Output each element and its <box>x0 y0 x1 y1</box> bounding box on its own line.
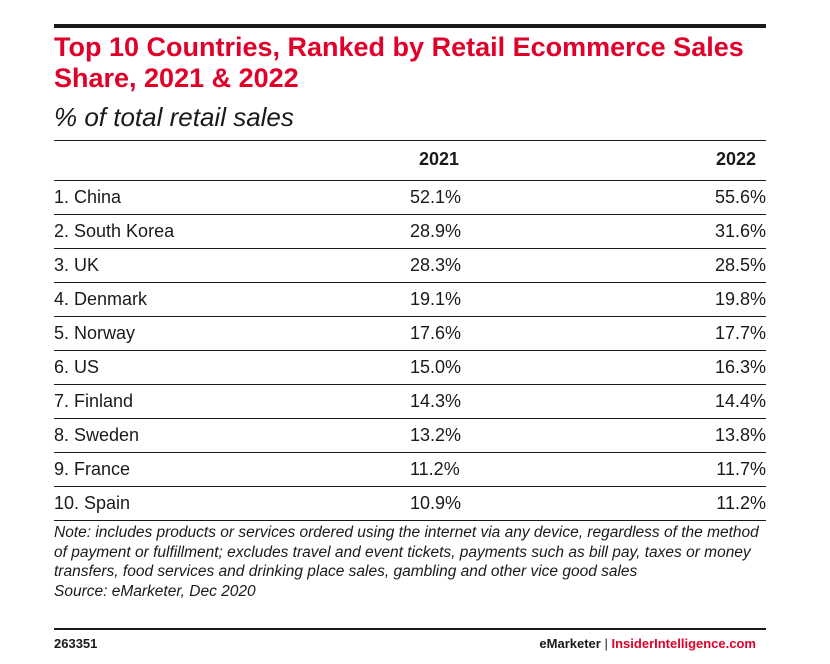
country-cell: 1. China <box>54 187 122 207</box>
value-2021-cell: 52.1% <box>410 187 462 207</box>
country-cell: 6. US <box>54 357 100 377</box>
value-2022-cell: 17.7% <box>714 323 766 343</box>
value-2022-cell: 19.8% <box>714 289 766 309</box>
brand-insider-link[interactable]: InsiderIntelligence.com <box>611 636 757 651</box>
brand-separator: | <box>604 636 608 651</box>
country-cell: 10. Spain <box>54 493 131 513</box>
table-row: 3. UK 28.3% 28.5% <box>54 248 766 282</box>
country-cell: 9. France <box>54 459 131 479</box>
country-cell: 8. Sweden <box>54 425 140 445</box>
value-2022-cell: 13.8% <box>714 425 766 445</box>
value-2021-cell: 14.3% <box>410 391 462 411</box>
note-text: Note: includes products or services orde… <box>54 524 759 580</box>
value-2021-cell: 17.6% <box>410 323 462 343</box>
table-row: 1. China 52.1% 55.6% <box>54 180 766 214</box>
table-row: 5. Norway 17.6% 17.7% <box>54 316 766 350</box>
table-row: 8. Sweden 13.2% 13.8% <box>54 418 766 452</box>
value-2022-cell: 28.5% <box>714 255 766 275</box>
table-row: 10. Spain 10.9% 11.2% <box>54 486 766 520</box>
table-row: 9. France 11.2% 11.7% <box>54 452 766 486</box>
value-2022-cell: 55.6% <box>714 187 766 207</box>
footer-brand: eMarketer | InsiderIntelligence.com <box>539 636 756 652</box>
value-2021-cell: 11.2% <box>410 459 460 479</box>
table-body: 1. China 52.1% 55.6% 2. South Korea 28.9% 31.… <box>54 180 766 520</box>
table-bottom-rule <box>54 520 766 521</box>
value-2021-cell: 10.9% <box>410 493 462 513</box>
column-header-2021: 2021 <box>419 149 460 169</box>
chart-subtitle: % of total retail sales <box>54 102 294 132</box>
table-row: 4. Denmark 19.1% 19.8% <box>54 282 766 316</box>
country-cell: 5. Norway <box>54 323 136 343</box>
table-row: 2. South Korea 28.9% 31.6% <box>54 214 766 248</box>
footer-rule <box>54 628 766 630</box>
value-2022-cell: 11.7% <box>716 459 766 479</box>
value-2021-cell: 19.1% <box>410 289 462 309</box>
value-2022-cell: 11.2% <box>716 493 766 513</box>
column-header-2022: 2022 <box>715 149 756 169</box>
brand-emarketer: eMarketer <box>539 636 601 651</box>
chart-frame: Top 10 Countries, Ranked by Retail Ecomm… <box>54 0 766 664</box>
value-2021-cell: 28.3% <box>410 255 462 275</box>
value-2021-cell: 28.9% <box>410 221 462 241</box>
value-2022-cell: 16.3% <box>714 357 766 377</box>
country-cell: 3. UK <box>54 255 100 275</box>
country-cell: 2. South Korea <box>54 221 175 241</box>
chart-id: 263351 <box>54 636 98 651</box>
value-2021-cell: 15.0% <box>410 357 462 377</box>
value-2022-cell: 31.6% <box>714 221 766 241</box>
value-2021-cell: 13.2% <box>410 425 462 445</box>
chart-title: Top 10 Countries, Ranked by Retail Ecomm… <box>54 32 744 93</box>
note-block: Note: includes products or services orde… <box>54 523 766 601</box>
top-rule <box>54 24 766 28</box>
country-cell: 7. Finland <box>54 391 134 411</box>
source-text: Source: eMarketer, Dec 2020 <box>54 582 256 600</box>
value-2022-cell: 14.4% <box>714 391 766 411</box>
table-row: 7. Finland 14.3% 14.4% <box>54 384 766 418</box>
table-row: 6. US 15.0% 16.3% <box>54 350 766 384</box>
country-cell: 4. Denmark <box>54 289 148 309</box>
header-rule <box>54 140 766 141</box>
